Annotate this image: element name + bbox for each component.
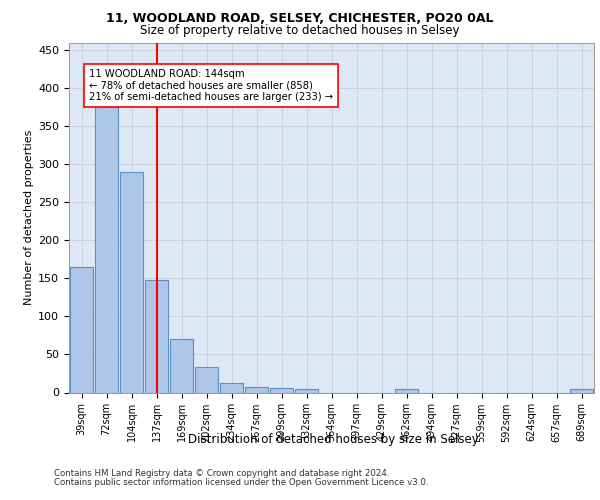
Bar xyxy=(95,107,118,393)
Bar xyxy=(170,339,193,392)
Text: 11 WOODLAND ROAD: 144sqm
← 78% of detached houses are smaller (858)
21% of semi-: 11 WOODLAND ROAD: 144sqm ← 78% of detach… xyxy=(89,69,333,102)
Y-axis label: Number of detached properties: Number of detached properties xyxy=(24,130,34,305)
Bar xyxy=(220,382,244,392)
Bar xyxy=(269,388,293,392)
Bar xyxy=(245,387,268,392)
Text: Contains HM Land Registry data © Crown copyright and database right 2024.: Contains HM Land Registry data © Crown c… xyxy=(54,469,389,478)
Text: Distribution of detached houses by size in Selsey: Distribution of detached houses by size … xyxy=(188,432,478,446)
Bar xyxy=(395,390,418,392)
Text: Contains public sector information licensed under the Open Government Licence v3: Contains public sector information licen… xyxy=(54,478,428,487)
Bar xyxy=(70,267,94,392)
Bar xyxy=(119,172,143,392)
Bar xyxy=(194,368,218,392)
Bar xyxy=(295,388,319,392)
Text: 11, WOODLAND ROAD, SELSEY, CHICHESTER, PO20 0AL: 11, WOODLAND ROAD, SELSEY, CHICHESTER, P… xyxy=(106,12,494,26)
Text: Size of property relative to detached houses in Selsey: Size of property relative to detached ho… xyxy=(140,24,460,37)
Bar xyxy=(569,390,593,392)
Bar xyxy=(145,280,169,392)
